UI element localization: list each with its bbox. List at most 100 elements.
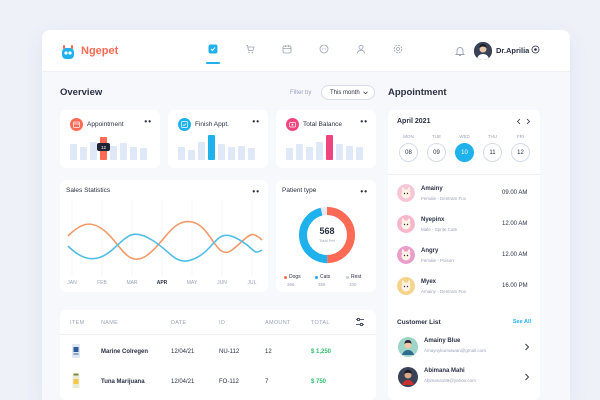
legend-dogs: Dogs	[284, 274, 301, 280]
total-balance-card: Total Balance ••	[276, 110, 376, 168]
table-row[interactable]: Marine Colregen 12/04/21 NU-112 12 $ 1,2…	[60, 340, 376, 366]
donut-cats	[299, 207, 355, 263]
calendar-month: April 2021	[397, 118, 431, 125]
user-name[interactable]: Dr.Aprilia	[496, 46, 530, 55]
legend-rest-value: 100	[349, 282, 357, 287]
mini-bar	[326, 135, 333, 160]
legend-cats-value: 355	[318, 282, 326, 287]
pet-details: Amainy - Dentram Fox	[421, 289, 467, 294]
x-tick-label: FEB	[97, 280, 107, 286]
mini-bar	[130, 147, 137, 160]
day-button[interactable]: 08	[399, 143, 418, 162]
pet-name: Nyepinx	[421, 217, 445, 223]
calendar-icon	[282, 45, 292, 54]
filter-sliders-icon[interactable]	[355, 317, 365, 327]
x-tick-label: MAR	[126, 280, 138, 286]
pet-avatar	[397, 277, 415, 295]
donut-total-label: Total Pet	[319, 238, 335, 243]
x-tick-label: MAY	[186, 280, 198, 286]
appointment-item[interactable]: Nyepinx Male - Sprite Cats 12.00 AM	[388, 213, 540, 239]
row-total: $ 750	[311, 379, 327, 385]
bar-tooltip: 12	[97, 143, 110, 151]
filter-select[interactable]: This month	[321, 85, 375, 100]
pet-details: Male - Sprite Cats	[421, 227, 458, 232]
nav-cart[interactable]	[243, 42, 257, 56]
mini-bar	[356, 147, 363, 160]
chevron-right-icon[interactable]	[524, 343, 530, 351]
more-icon[interactable]: ••	[144, 117, 152, 126]
donut-dogs	[299, 207, 355, 263]
table-row[interactable]: Tuna Marijuana 12/04/21 FO-112 7 $ 750	[60, 370, 376, 396]
nav-dashboard[interactable]	[206, 42, 220, 64]
day-button[interactable]: 11	[483, 143, 502, 162]
more-icon[interactable]: ••	[252, 187, 260, 196]
mini-bar	[198, 142, 205, 160]
series-orange	[67, 220, 263, 260]
brand-name: Ngepet	[81, 45, 119, 57]
row-name: Tuna Marijuana	[101, 379, 145, 385]
user-settings-icon[interactable]	[531, 45, 540, 54]
row-name: Marine Colregen	[101, 349, 149, 355]
customer-name: Amainy Blue	[424, 338, 461, 344]
pet-avatar	[397, 184, 415, 202]
sales-line-chart	[67, 200, 263, 276]
x-tick-label: JUN	[217, 280, 227, 286]
chat-icon	[319, 44, 329, 54]
day-button[interactable]: 12	[511, 143, 530, 162]
bell-icon[interactable]	[454, 45, 466, 57]
mini-bar	[110, 146, 117, 160]
main-nav	[206, 42, 405, 64]
pet-name: Amainy	[421, 186, 443, 192]
x-tick-label: APR	[156, 280, 168, 286]
mini-bar	[248, 148, 255, 160]
appointment-time: 12.00 AM	[502, 221, 528, 227]
appointment-time: 09.00 AM	[502, 190, 528, 196]
pet-avatar	[397, 246, 415, 264]
filter-value: This month	[330, 89, 360, 96]
top-bar: Ngepet Dr.Aprilia	[42, 30, 570, 72]
series-blue	[67, 233, 263, 262]
day-button[interactable]: 09	[427, 143, 446, 162]
legend-rest: Rest	[346, 274, 361, 280]
chevron-left-icon[interactable]	[516, 118, 522, 125]
patient-type-card: Patient type •• 568 Total Pet Dogs Cats …	[276, 180, 376, 292]
legend-dogs-value: 366	[287, 282, 295, 287]
see-all-link[interactable]: See All	[512, 319, 531, 325]
nav-calendar[interactable]	[280, 42, 294, 56]
day-button[interactable]: 10	[455, 143, 474, 162]
nav-chat[interactable]	[317, 42, 331, 56]
patient-donut-chart	[299, 207, 355, 263]
appointment-item[interactable]: Amainy Female - Dentram Fox 09.00 AM	[388, 182, 540, 208]
user-avatar[interactable]	[474, 42, 492, 60]
mini-bar	[336, 144, 343, 160]
more-icon[interactable]: ••	[360, 117, 368, 126]
overview-title: Overview	[60, 87, 103, 98]
row-total: $ 1,250	[311, 349, 332, 355]
mini-bar	[286, 148, 293, 160]
nav-settings[interactable]	[391, 42, 405, 56]
customer-item[interactable]: Amainy Blue Amaynykurniawan@gmail.com	[388, 334, 540, 360]
chevron-right-icon[interactable]	[525, 118, 531, 125]
mini-bar	[188, 150, 195, 160]
x-tick-label: JUL	[247, 280, 257, 286]
chevron-right-icon[interactable]	[524, 373, 530, 381]
mini-bar	[296, 144, 303, 160]
more-icon[interactable]: ••	[252, 117, 260, 126]
col-date: DATE	[171, 320, 187, 326]
user-icon	[357, 44, 365, 54]
appointment-item[interactable]: Myex Amainy - Dentram Fox 16.00 PM	[388, 275, 540, 301]
nav-user[interactable]	[354, 42, 368, 56]
col-item: ITEM	[70, 320, 85, 326]
customer-item[interactable]: Abimana Mahi Abimana189@yahoo.com	[388, 364, 540, 390]
chart-gridlines	[71, 200, 253, 276]
row-amount: 7	[265, 379, 269, 385]
card-title: Appointment	[87, 121, 124, 128]
legend-cats: Cats	[315, 274, 330, 280]
appointment-item[interactable]: Angry Female - Poison 12.00 AM	[388, 244, 540, 270]
patient-title: Patient type	[282, 187, 317, 194]
pet-name: Myex	[421, 279, 437, 285]
more-icon[interactable]: ••	[360, 187, 368, 196]
col-name: NAME	[101, 320, 119, 326]
mini-bar	[346, 146, 353, 160]
mini-bar	[70, 144, 77, 160]
